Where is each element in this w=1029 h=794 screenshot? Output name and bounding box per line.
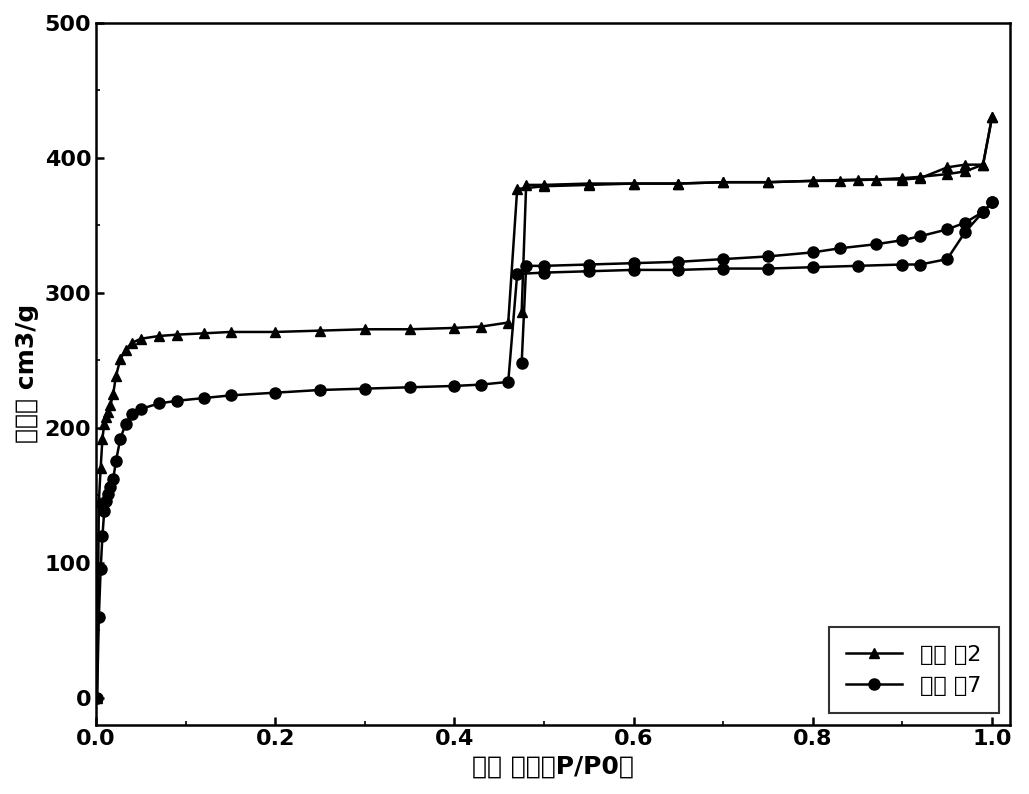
实施 例7: [941, 254, 953, 264]
实施 例2: [198, 329, 210, 338]
实施 例7: [851, 261, 863, 271]
实施 例7: [475, 380, 488, 389]
实施 例7: [403, 383, 416, 392]
实施 例2: [986, 113, 998, 122]
实施 例2: [628, 179, 640, 188]
实施 例7: [171, 396, 183, 406]
实施 例7: [628, 265, 640, 275]
实施 例7: [538, 268, 551, 277]
实施 例7: [959, 227, 971, 237]
实施 例7: [270, 388, 282, 398]
实施 例2: [582, 180, 595, 190]
实施 例7: [95, 565, 107, 574]
实施 例7: [93, 612, 105, 622]
实施 例2: [93, 497, 105, 507]
实施 例2: [977, 160, 989, 169]
实施 例2: [97, 434, 109, 443]
实施 例7: [449, 381, 461, 391]
实施 例7: [672, 265, 684, 275]
实施 例2: [98, 419, 110, 429]
实施 例7: [359, 384, 371, 393]
实施 例2: [126, 338, 138, 348]
实施 例2: [959, 160, 971, 169]
实施 例7: [986, 198, 998, 207]
实施 例2: [152, 331, 165, 341]
实施 例2: [914, 173, 926, 183]
实施 例7: [914, 260, 926, 269]
实施 例7: [91, 693, 103, 703]
实施 例7: [511, 269, 524, 279]
实施 例7: [717, 264, 730, 273]
实施 例2: [538, 182, 551, 191]
实施 例7: [110, 457, 122, 466]
实施 例2: [224, 327, 237, 337]
Legend: 实施 例2, 实施 例7: 实施 例2, 实施 例7: [828, 626, 999, 714]
实施 例7: [314, 385, 326, 395]
实施 例2: [104, 400, 116, 410]
实施 例7: [502, 377, 514, 387]
实施 例7: [896, 260, 909, 269]
实施 例2: [91, 693, 103, 703]
实施 例7: [807, 263, 819, 272]
实施 例2: [100, 412, 112, 422]
实施 例7: [107, 474, 119, 484]
实施 例2: [107, 389, 119, 399]
X-axis label: 相对 压力（P/P0）: 相对 压力（P/P0）: [472, 755, 634, 779]
实施 例2: [672, 179, 684, 188]
实施 例2: [896, 175, 909, 184]
实施 例2: [502, 318, 514, 327]
实施 例7: [104, 483, 116, 492]
实施 例2: [403, 325, 416, 334]
实施 例2: [941, 163, 953, 172]
实施 例7: [100, 495, 112, 505]
实施 例7: [761, 264, 774, 273]
实施 例2: [110, 372, 122, 381]
实施 例2: [449, 323, 461, 333]
Line: 实施 例7: 实施 例7: [92, 197, 997, 703]
实施 例2: [119, 345, 132, 354]
实施 例2: [135, 334, 147, 344]
实施 例7: [135, 404, 147, 414]
实施 例7: [114, 434, 127, 443]
实施 例2: [851, 175, 863, 184]
Line: 实施 例2: 实施 例2: [93, 113, 997, 703]
实施 例7: [126, 410, 138, 419]
实施 例7: [977, 207, 989, 217]
实施 例7: [152, 399, 165, 408]
实施 例7: [224, 391, 237, 400]
实施 例7: [119, 419, 132, 429]
实施 例2: [359, 325, 371, 334]
实施 例2: [270, 327, 282, 337]
实施 例7: [102, 489, 114, 499]
实施 例2: [475, 322, 488, 331]
实施 例2: [95, 464, 107, 473]
Y-axis label: 吸附量 cm3/g: 吸附量 cm3/g: [15, 304, 39, 443]
实施 例7: [97, 531, 109, 541]
实施 例2: [171, 330, 183, 339]
实施 例2: [717, 177, 730, 187]
实施 例2: [511, 184, 524, 194]
实施 例7: [98, 507, 110, 516]
实施 例2: [807, 176, 819, 186]
实施 例7: [198, 393, 210, 403]
实施 例2: [102, 407, 114, 416]
实施 例2: [761, 177, 774, 187]
实施 例2: [114, 354, 127, 364]
实施 例2: [314, 326, 326, 335]
实施 例7: [582, 267, 595, 276]
